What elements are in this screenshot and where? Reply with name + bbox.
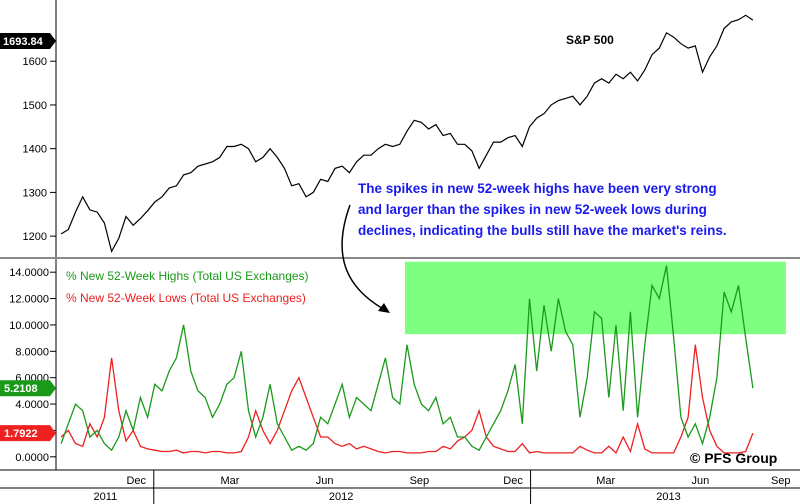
- x-month-label: Jun: [692, 475, 710, 487]
- highlight-box: [404, 261, 786, 335]
- sp500-y-tick-label: 1400: [23, 144, 47, 156]
- legend-new-lows: % New 52-Week Lows (Total US Exchanges): [66, 291, 306, 305]
- x-month-label: Sep: [771, 475, 791, 487]
- sp500-last-value-label: 1693.84: [3, 36, 44, 48]
- x-year-label: 2012: [329, 491, 353, 503]
- x-year-label: 2011: [94, 491, 118, 503]
- new-highs-series-line: [60, 265, 754, 452]
- sp500-y-ticks: 1200 1300 1400 1500 1600: [23, 56, 56, 243]
- annotation: The spikes in new 52-week highs have bee…: [341, 181, 727, 313]
- sp500-title: S&P 500: [566, 33, 614, 47]
- sp500-last-value-badge: 1693.84: [0, 33, 56, 49]
- x-month-label: Dec: [126, 475, 146, 487]
- highs-last-value-badge-shape: [0, 380, 56, 397]
- x-month-label: Mar: [220, 475, 239, 487]
- highs-lows-y-tick-label: 4.0000: [15, 399, 49, 411]
- highs-last-value-badge: 5.2108: [0, 380, 56, 397]
- annotation-arrow-line: [341, 204, 386, 311]
- copyright-label: © PFS Group: [690, 450, 777, 466]
- x-axis-months: Dec Mar Jun Sep Dec Mar Jun Sep: [126, 475, 790, 487]
- annotation-line-3: declines, indicating the bulls still hav…: [358, 223, 727, 238]
- highs-lows-y-tick-label: 0.0000: [15, 452, 49, 464]
- x-axis: Dec Mar Jun Sep Dec Mar Jun Sep 2011 2012 2013: [0, 469, 800, 504]
- x-month-label: Sep: [410, 475, 430, 487]
- x-month-label: Dec: [503, 475, 523, 487]
- legend-new-highs: % New 52-Week Highs (Total US Exchanges): [66, 269, 309, 283]
- lows-last-value-label: 1.7922: [4, 428, 38, 440]
- highs-lows-y-tick-label: 10.0000: [9, 320, 49, 332]
- annotation-line-2: and larger than the spikes in new 52-wee…: [358, 202, 707, 217]
- highs-lows-y-tick-label: 14.0000: [9, 267, 49, 279]
- lows-last-value-badge-shape: [0, 425, 56, 442]
- annotation-line-1: The spikes in new 52-week highs have bee…: [358, 181, 717, 196]
- annotation-arrow-head: [378, 303, 390, 313]
- sp500-last-value-badge-shape: [0, 33, 56, 49]
- sp500-y-tick-label: 1200: [23, 231, 47, 243]
- highs-lows-y-tick-label: 8.0000: [15, 346, 49, 358]
- x-month-label: Mar: [596, 475, 615, 487]
- highs-last-value-label: 5.2108: [4, 383, 38, 395]
- sp500-y-tick-label: 1500: [23, 100, 47, 112]
- x-year-label: 2013: [656, 491, 680, 503]
- x-axis-years: 2011 2012 2013: [94, 470, 681, 504]
- highs-lows-panel: 0.00002.00004.00006.00008.000010.000012.…: [0, 259, 786, 470]
- x-month-label: Jun: [316, 475, 334, 487]
- sp500-y-tick-label: 1300: [23, 187, 47, 199]
- lows-last-value-badge: 1.7922: [0, 425, 56, 442]
- sp500-y-tick-label: 1600: [23, 56, 47, 68]
- highs-lows-y-tick-label: 12.0000: [9, 294, 49, 306]
- sp500-panel: 1200 1300 1400 1500 1600 1693.84 S&P 500: [0, 0, 754, 258]
- new-lows-series-line: [60, 344, 754, 454]
- sp500-series-line: [60, 14, 754, 254]
